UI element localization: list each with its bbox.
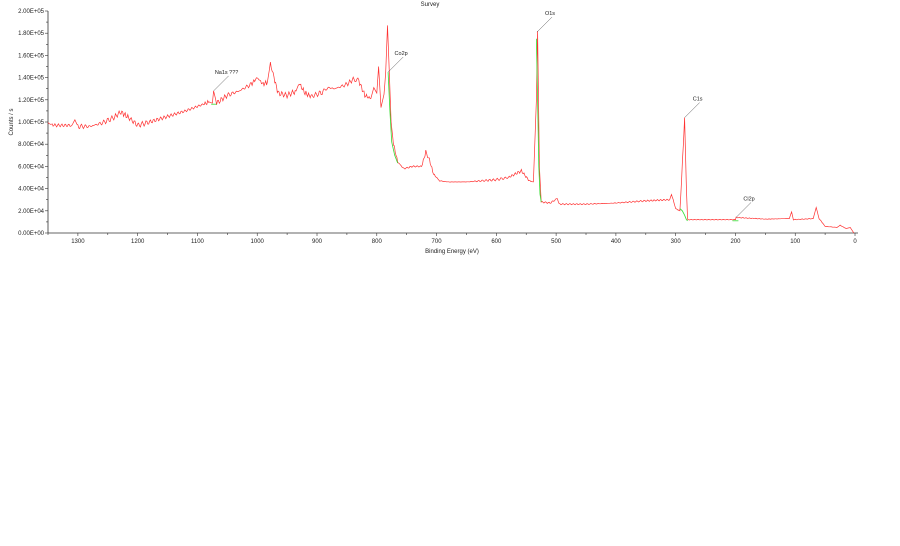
annotation-leader-line [684,102,700,118]
background-fit-line [679,208,688,222]
y-tick-label: 1.00E+05 [18,120,45,126]
annotation-label: Na1s ??? [215,70,239,76]
x-tick-label: 500 [551,239,562,245]
x-axis-title: Binding Energy (eV) [425,249,479,255]
y-tick-label: 2.00E+04 [18,209,45,215]
x-tick-label: 300 [671,239,682,245]
y-tick-label: 4.00E+04 [18,187,45,193]
annotation-leader-line [735,202,752,218]
y-tick-label: 2.00E+05 [18,9,45,15]
annotation-label: Co2p [395,51,408,57]
y-tick-label: 1.20E+05 [18,98,45,104]
y-tick-label: 1.80E+05 [18,31,45,37]
axes: 1300 1200 1100 1000 900 800 700 600 500 400 300 200… [18,9,858,245]
chart-title: Survey [421,2,440,8]
annotation-label: C1s [693,97,703,103]
x-tick-label: 200 [730,239,741,245]
x-tick-label: 600 [491,239,502,245]
annotations: Na1s ??? Co2p O1s C1s Cl2p [213,11,755,218]
annotation-leader-line [536,16,553,33]
x-tick-label: 800 [372,239,383,245]
annotation-label: Cl2p [743,196,754,202]
y-axis-title: Counts / s [9,108,15,135]
x-tick-label: 0 [853,239,857,245]
x-tick-label: 1000 [251,239,265,245]
x-tick-label: 700 [432,239,443,245]
annotation-label: O1s [545,11,555,17]
x-tick-label: 1300 [71,239,85,245]
background-fit-line [387,72,399,164]
y-tick-label: 6.00E+04 [18,164,45,170]
annotation-leader-line [213,75,229,92]
background-fit-line [536,38,542,202]
y-tick-label: 1.40E+05 [18,76,45,82]
spectrum-line [47,25,855,234]
x-tick-label: 100 [790,239,801,245]
annotation-leader-line [387,56,404,73]
x-tick-label: 1200 [131,239,145,245]
y-tick-label: 0.00E+00 [18,231,45,237]
x-tick-label: 400 [611,239,622,245]
y-tick-label: 1.60E+05 [18,53,45,59]
plot-area [47,25,855,234]
y-tick-label: 8.00E+04 [18,142,45,148]
x-tick-label: 900 [312,239,323,245]
x-tick-label: 1100 [191,239,205,245]
